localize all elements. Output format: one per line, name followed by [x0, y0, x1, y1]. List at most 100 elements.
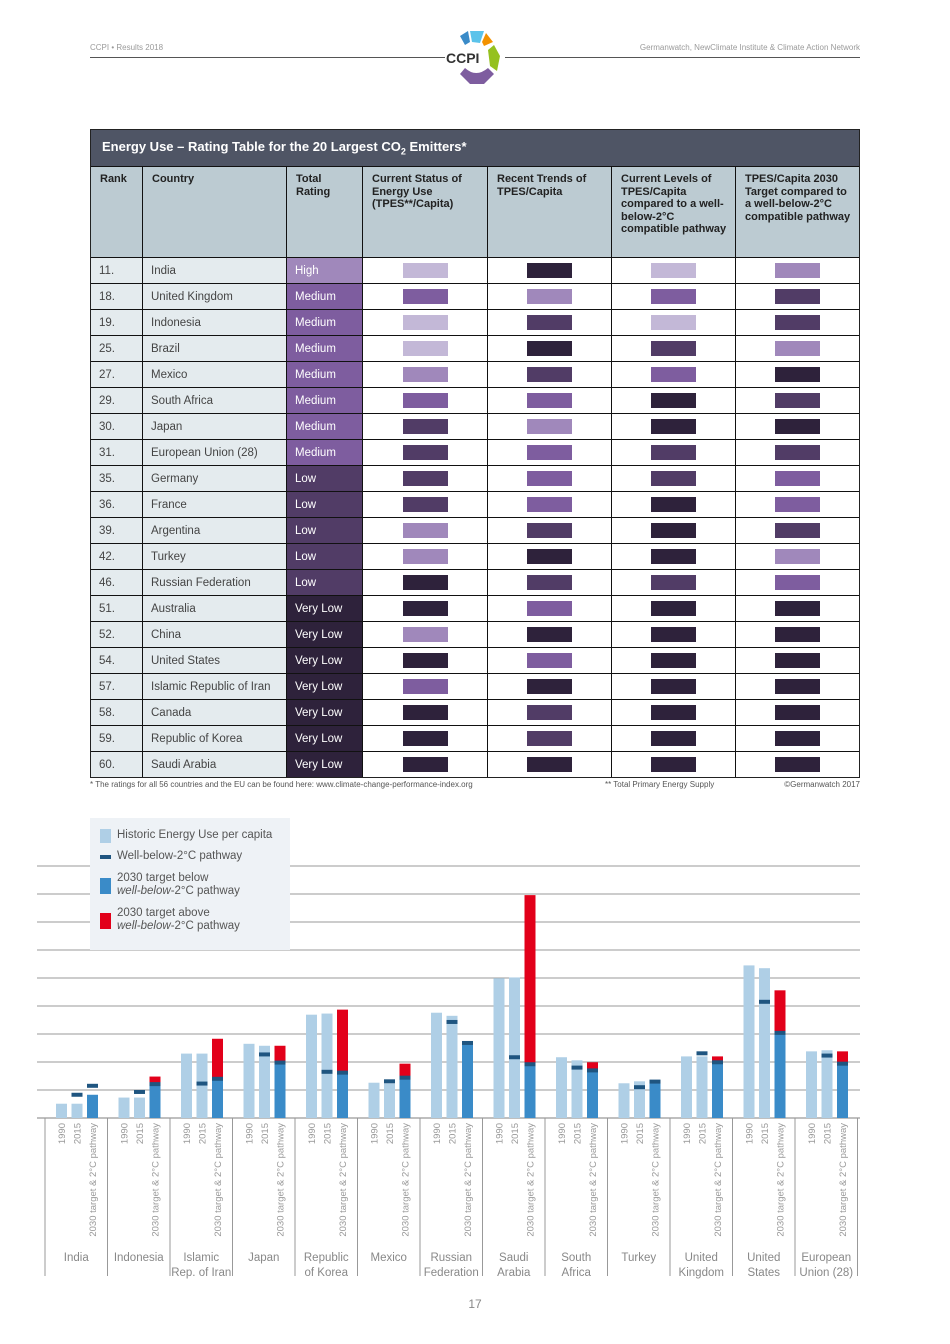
footnote-ratings: * The ratings for all 56 countries and t… [90, 780, 473, 789]
bar-label: 2030 target & 2°C pathway [713, 1123, 724, 1237]
rating-square [651, 315, 696, 330]
indicator-cell [735, 726, 859, 751]
indicator-cell [487, 570, 611, 595]
country-cell: France [142, 492, 286, 517]
indicator-cell [611, 310, 735, 335]
pathway-marker-2015 [759, 999, 770, 1004]
bar-2030-below [587, 1070, 598, 1118]
rating-square [775, 679, 820, 694]
bar-label: 2030 target & 2°C pathway [463, 1123, 474, 1237]
rating-square [651, 575, 696, 590]
indicator-cell [611, 648, 735, 673]
rank-cell: 54. [91, 648, 142, 673]
rating-square [402, 471, 448, 486]
indicator-cell [487, 596, 611, 621]
legend-target-above: 2030 target above well-below-2°C pathway [100, 907, 240, 933]
bar-label: 1990 [682, 1123, 693, 1144]
table-row: 27. Mexico Medium [91, 361, 859, 387]
rating-square [402, 315, 448, 330]
rank-cell: 18. [91, 284, 142, 309]
rating-cell: Very Low [286, 674, 362, 699]
rank-cell: 51. [91, 596, 142, 621]
table-row: 59. Republic of Korea Very Low [91, 725, 859, 751]
bar-2030-above [774, 990, 786, 1033]
indicator-cell [735, 466, 859, 491]
rating-cell: Medium [286, 284, 362, 309]
indicator-cell [362, 700, 487, 725]
rating-square [651, 679, 696, 694]
bar-label: 1990 [495, 1123, 506, 1144]
bar-2015 [759, 968, 770, 1118]
bar-label: 2015 [448, 1123, 459, 1144]
bar-1990 [681, 1056, 692, 1118]
bar-2015 [71, 1103, 83, 1118]
rating-square [651, 549, 696, 564]
bar-2015 [634, 1081, 645, 1118]
pathway-marker-2030 [399, 1075, 411, 1080]
indicator-cell [487, 388, 611, 413]
legend-label: 2030 target below well-below-2°C pathway [117, 872, 240, 897]
bar-label: 1990 [307, 1123, 318, 1144]
bar-1990 [556, 1057, 567, 1118]
bar-label: 2030 target & 2°C pathway [88, 1123, 99, 1237]
bar-2015 [509, 977, 520, 1118]
indicator-cell [362, 518, 487, 543]
country-label: India [64, 1252, 90, 1264]
country-cell: Turkey [142, 544, 286, 569]
indicator-cell [611, 674, 735, 699]
rating-square [402, 705, 448, 720]
indicator-cell [735, 310, 859, 335]
bar-2030-below [87, 1094, 98, 1118]
indicator-cell [487, 336, 611, 361]
indicator-cell [735, 362, 859, 387]
rating-square [775, 575, 820, 590]
bar-2030-below [212, 1078, 223, 1118]
pathway-marker-2030 [774, 1030, 786, 1035]
indicator-cell [362, 284, 487, 309]
rating-cell: Medium [286, 310, 362, 335]
country-label: Islamic Rep. of Iran [171, 1252, 231, 1279]
bar-2015 [571, 1060, 583, 1118]
rating-square [402, 393, 448, 408]
rating-cell: Very Low [286, 726, 362, 751]
indicator-cell [362, 258, 487, 283]
col-country: Country [142, 167, 286, 257]
rating-square [527, 393, 572, 408]
chart-legend: Historic Energy Use per capita Well-belo… [90, 818, 290, 950]
indicator-cell [611, 622, 735, 647]
rating-square [775, 601, 820, 616]
bar-label: 2030 target & 2°C pathway [213, 1123, 224, 1237]
bar-label: 2015 [823, 1123, 834, 1144]
bar-label: 1990 [745, 1123, 756, 1144]
rating-square [402, 731, 448, 746]
pathway-marker-2015 [134, 1089, 145, 1094]
footnote-tpes: ** Total Primary Energy Supply [605, 780, 715, 789]
indicator-cell [735, 518, 859, 543]
country-label: European Union (28) [799, 1252, 853, 1279]
bar-label: 1990 [120, 1123, 131, 1144]
rating-square [402, 575, 448, 590]
bar-label: 1990 [620, 1123, 631, 1144]
bar-label: 2015 [510, 1123, 521, 1144]
rating-cell: Very Low [286, 700, 362, 725]
rating-cell: High [286, 258, 362, 283]
rating-square [775, 471, 820, 486]
rating-square [527, 757, 572, 772]
rating-square [651, 341, 696, 356]
bar-2015 [384, 1083, 395, 1118]
indicator-cell [487, 518, 611, 543]
rating-square [527, 315, 572, 330]
rating-square [651, 653, 696, 668]
rank-cell: 46. [91, 570, 142, 595]
rating-square [527, 601, 572, 616]
bar-label: 1990 [245, 1123, 256, 1144]
rating-square [651, 289, 696, 304]
logo-text: CCPI [446, 50, 479, 66]
pathway-marker-2015 [571, 1065, 583, 1070]
rating-square [775, 289, 820, 304]
rank-cell: 39. [91, 518, 142, 543]
country-label: Saudi Arabia [497, 1252, 531, 1279]
indicator-cell [487, 726, 611, 751]
bar-label: 1990 [370, 1123, 381, 1144]
rank-cell: 29. [91, 388, 142, 413]
